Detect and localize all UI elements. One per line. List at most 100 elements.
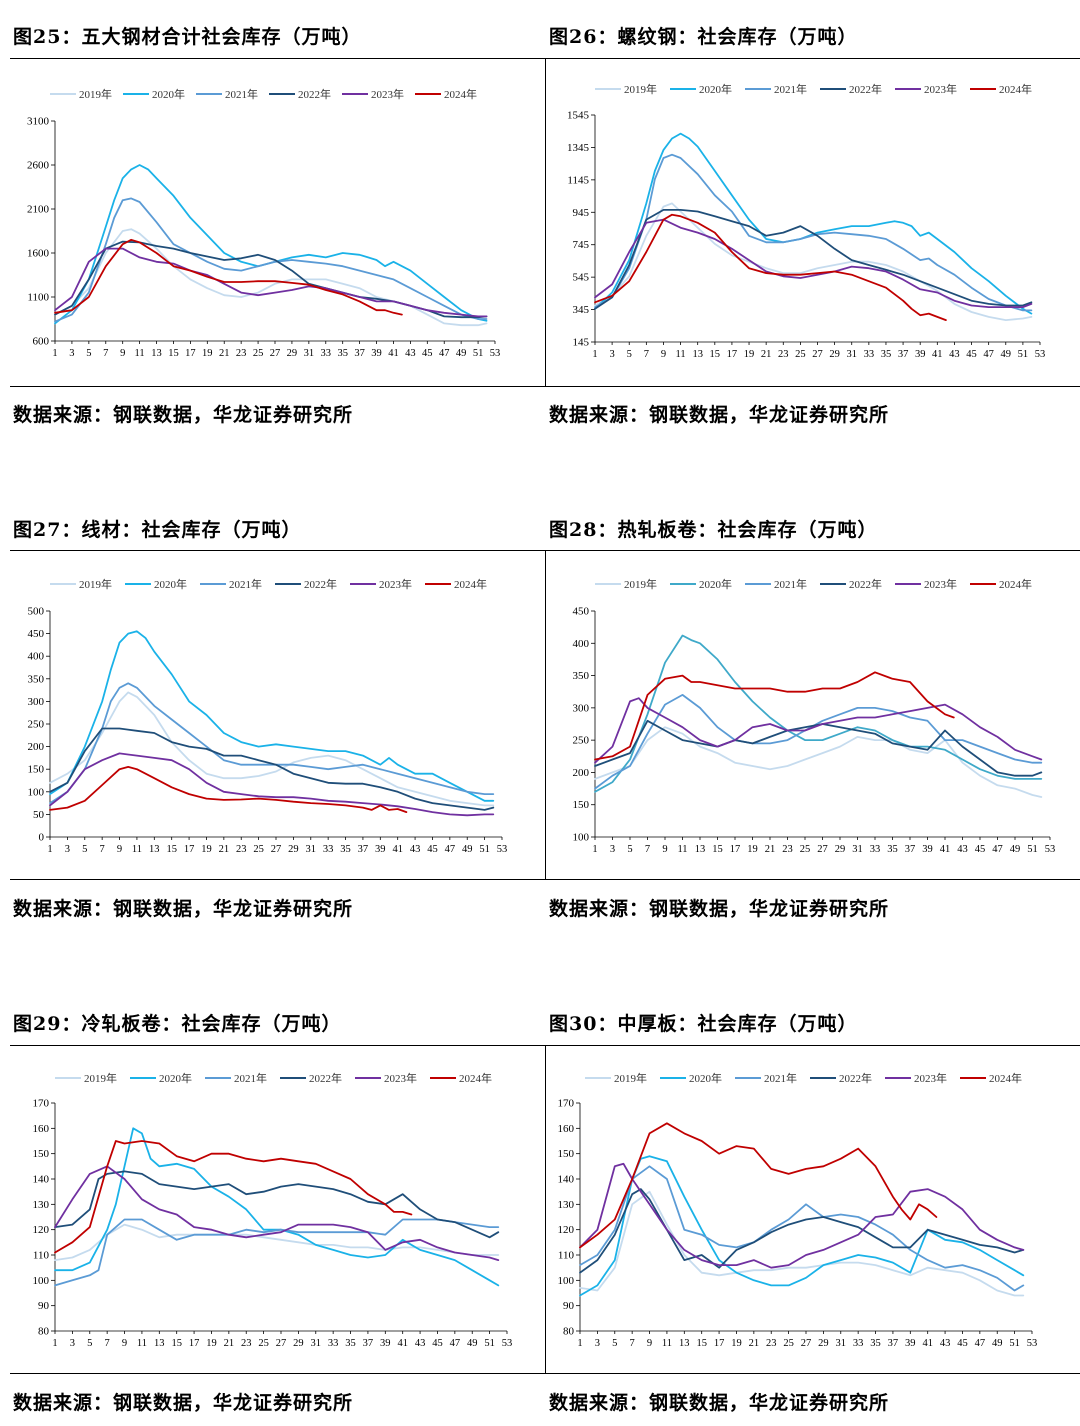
x-tick-label: 29 xyxy=(287,348,298,359)
legend-label: 2023年 xyxy=(384,1071,417,1085)
series-line-2019 xyxy=(54,228,488,327)
legend-label: 2021年 xyxy=(774,577,807,591)
x-tick-label: 19 xyxy=(744,349,755,360)
y-tick-label: 140 xyxy=(558,1174,575,1186)
y-tick-label: 1600 xyxy=(27,248,50,260)
series-line-2021 xyxy=(579,1165,1025,1292)
y-tick-label: 160 xyxy=(33,1123,50,1135)
series-line-2021 xyxy=(49,682,495,804)
frame-divider xyxy=(545,550,546,879)
x-tick-label: 23 xyxy=(241,1338,252,1349)
x-tick-label: 1 xyxy=(592,844,597,855)
x-tick-label: 49 xyxy=(992,1338,1003,1349)
series-line-2020 xyxy=(54,164,488,325)
x-tick-label: 43 xyxy=(405,348,416,359)
y-tick-label: 130 xyxy=(33,1199,50,1211)
y-tick-label: 345 xyxy=(573,304,590,316)
x-tick-label: 49 xyxy=(462,844,473,855)
x-tick-label: 53 xyxy=(1035,349,1046,360)
x-tick-label: 37 xyxy=(905,844,916,855)
x-tick-label: 13 xyxy=(679,1338,690,1349)
x-tick-label: 23 xyxy=(236,844,247,855)
y-tick-label: 80 xyxy=(38,1326,50,1338)
x-tick-label: 17 xyxy=(730,844,741,855)
x-tick-label: 21 xyxy=(219,348,230,359)
x-tick-label: 39 xyxy=(375,844,386,855)
x-tick-label: 7 xyxy=(103,348,108,359)
x-tick-label: 51 xyxy=(479,844,490,855)
x-tick-label: 19 xyxy=(201,844,212,855)
chart-title: 图27：线材：社会库存（万吨） xyxy=(13,519,302,541)
y-tick-label: 400 xyxy=(28,651,45,663)
chart-title: 图28：热轧板卷：社会库存（万吨） xyxy=(549,519,878,541)
y-tick-label: 2100 xyxy=(27,204,50,216)
series-line-2024 xyxy=(54,1140,413,1254)
y-tick-label: 170 xyxy=(558,1098,575,1110)
x-tick-label: 3 xyxy=(70,1338,75,1349)
y-tick-label: 90 xyxy=(38,1300,50,1312)
x-tick-label: 41 xyxy=(932,349,943,360)
series-line-2024 xyxy=(49,766,408,813)
legend-label: 2021年 xyxy=(774,82,807,96)
y-tick-label: 350 xyxy=(573,670,590,682)
y-tick-label: 100 xyxy=(28,786,45,798)
x-tick-label: 45 xyxy=(427,844,438,855)
x-tick-label: 5 xyxy=(87,1338,92,1349)
x-tick-label: 17 xyxy=(184,844,195,855)
y-tick-label: 200 xyxy=(28,741,45,753)
x-tick-label: 35 xyxy=(881,349,892,360)
x-tick-label: 43 xyxy=(415,1338,426,1349)
x-tick-label: 13 xyxy=(154,1338,165,1349)
legend-label: 2022年 xyxy=(849,577,882,591)
x-tick-label: 21 xyxy=(761,349,772,360)
y-tick-label: 945 xyxy=(573,207,590,219)
x-tick-label: 7 xyxy=(105,1338,110,1349)
x-tick-label: 5 xyxy=(612,1338,617,1349)
x-tick-label: 23 xyxy=(236,348,247,359)
x-tick-label: 37 xyxy=(358,844,369,855)
y-tick-label: 300 xyxy=(28,696,45,708)
x-tick-label: 33 xyxy=(870,844,881,855)
y-tick-label: 500 xyxy=(28,606,45,618)
x-tick-label: 3 xyxy=(65,844,70,855)
y-tick-label: 1345 xyxy=(567,142,590,154)
y-tick-label: 2600 xyxy=(27,160,50,172)
series-line-2024 xyxy=(594,671,955,761)
series-line-2023 xyxy=(54,1165,500,1261)
x-tick-label: 25 xyxy=(795,349,806,360)
x-tick-label: 37 xyxy=(898,349,909,360)
frame-bottom-line xyxy=(10,386,1080,387)
x-tick-label: 27 xyxy=(276,1338,287,1349)
x-tick-label: 47 xyxy=(992,844,1003,855)
x-tick-label: 49 xyxy=(1010,844,1021,855)
x-tick-label: 13 xyxy=(149,844,160,855)
x-tick-label: 17 xyxy=(185,348,196,359)
x-tick-label: 1 xyxy=(52,1338,57,1349)
legend-label: 2021年 xyxy=(229,577,262,591)
x-tick-label: 39 xyxy=(371,348,382,359)
x-tick-label: 51 xyxy=(484,1338,495,1349)
legend-label: 2023年 xyxy=(914,1071,947,1085)
x-tick-label: 51 xyxy=(1009,1338,1020,1349)
x-tick-label: 19 xyxy=(202,348,213,359)
x-tick-label: 1 xyxy=(577,1338,582,1349)
x-tick-label: 7 xyxy=(630,1338,635,1349)
y-tick-label: 100 xyxy=(558,1275,575,1287)
legend-label: 2021年 xyxy=(234,1071,267,1085)
x-tick-label: 19 xyxy=(206,1338,217,1349)
y-tick-label: 120 xyxy=(558,1224,575,1236)
y-tick-label: 1145 xyxy=(567,174,589,186)
series-line-2022 xyxy=(579,1188,1025,1274)
y-tick-label: 110 xyxy=(33,1250,50,1262)
series-line-2023 xyxy=(49,752,495,817)
legend-label: 2022年 xyxy=(309,1071,342,1085)
series-line-2023 xyxy=(594,218,1033,308)
legend-label: 2023年 xyxy=(379,577,412,591)
legend-label: 2024年 xyxy=(454,577,487,591)
legend-label: 2023年 xyxy=(924,577,957,591)
y-tick-label: 80 xyxy=(563,1326,575,1338)
legend-label: 2020年 xyxy=(699,82,732,96)
x-tick-label: 7 xyxy=(645,844,650,855)
x-tick-label: 9 xyxy=(661,349,666,360)
